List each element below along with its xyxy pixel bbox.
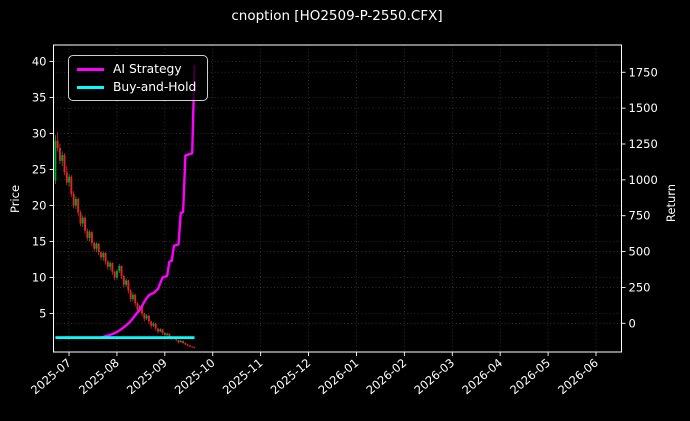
- legend-item-buy-and-hold: Buy-and-Hold: [77, 80, 196, 94]
- svg-text:1250: 1250: [629, 137, 658, 151]
- svg-text:2026-02: 2026-02: [363, 356, 409, 398]
- svg-text:0: 0: [629, 316, 636, 330]
- svg-text:2025-10: 2025-10: [172, 356, 218, 398]
- svg-text:2025-12: 2025-12: [268, 356, 314, 398]
- right-axis-label: Return: [664, 183, 678, 223]
- svg-text:5: 5: [39, 307, 46, 321]
- svg-text:1000: 1000: [629, 173, 658, 187]
- svg-text:2025-11: 2025-11: [220, 356, 266, 398]
- candlestick-series: [54, 132, 196, 349]
- svg-text:2026-01: 2026-01: [316, 356, 362, 398]
- legend: AI Strategy Buy-and-Hold: [68, 55, 209, 101]
- svg-text:2026-06: 2026-06: [555, 356, 601, 398]
- legend-item-ai-strategy: AI Strategy: [77, 62, 196, 76]
- left-axis-label: Price: [8, 184, 22, 214]
- svg-text:750: 750: [629, 209, 651, 223]
- axis-ticks: [49, 61, 626, 356]
- plot-border: [53, 44, 622, 353]
- axis-tick-labels: 40 35 30 25 20 15 10 5 1750 1500 1250 1000 750 500 250…: [28, 55, 658, 398]
- buyhold-line-swatch: [77, 85, 104, 89]
- svg-text:1500: 1500: [629, 101, 658, 115]
- svg-text:2026-04: 2026-04: [459, 356, 505, 398]
- svg-text:250: 250: [629, 280, 651, 294]
- svg-text:10: 10: [32, 271, 47, 285]
- legend-label: Buy-and-Hold: [113, 80, 197, 94]
- svg-text:20: 20: [32, 199, 47, 213]
- svg-text:2026-05: 2026-05: [507, 356, 553, 398]
- svg-text:2025-08: 2025-08: [76, 356, 122, 398]
- chart-title: cnoption [HO2509-P-2550.CFX]: [231, 8, 443, 24]
- svg-text:2025-09: 2025-09: [124, 356, 170, 398]
- svg-text:35: 35: [32, 91, 47, 105]
- svg-text:30: 30: [32, 127, 47, 141]
- svg-text:40: 40: [32, 55, 47, 69]
- svg-text:2025-07: 2025-07: [28, 356, 74, 398]
- strategy-line-swatch: [77, 67, 104, 71]
- svg-text:25: 25: [32, 163, 47, 177]
- svg-text:2026-03: 2026-03: [411, 356, 457, 398]
- legend-label: AI Strategy: [113, 62, 182, 76]
- svg-text:15: 15: [32, 235, 47, 249]
- svg-text:500: 500: [629, 245, 651, 259]
- svg-text:1750: 1750: [629, 65, 658, 79]
